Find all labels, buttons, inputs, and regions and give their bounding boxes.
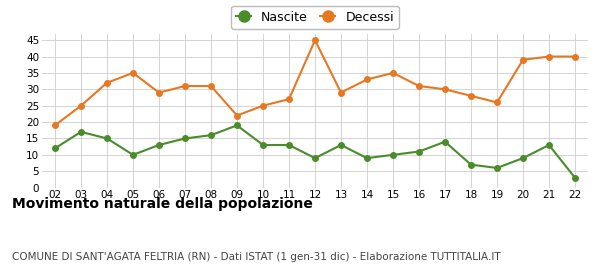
Decessi [520,58,527,62]
Nascite [415,150,422,153]
Nascite [181,137,188,140]
Decessi [103,81,110,85]
Decessi [208,84,215,88]
Nascite [130,153,137,157]
Nascite [571,176,578,179]
Nascite [493,166,500,170]
Decessi [571,55,578,58]
Text: COMUNE DI SANT'AGATA FELTRIA (RN) - Dati ISTAT (1 gen-31 dic) - Elaborazione TUT: COMUNE DI SANT'AGATA FELTRIA (RN) - Dati… [12,252,500,262]
Decessi [442,88,449,91]
Decessi [467,94,475,97]
Nascite [520,157,527,160]
Legend: Nascite, Decessi: Nascite, Decessi [231,6,399,29]
Nascite [364,157,371,160]
Nascite [286,143,293,147]
Nascite [259,143,266,147]
Decessi [545,55,553,58]
Decessi [337,91,344,94]
Nascite [208,134,215,137]
Nascite [103,137,110,140]
Decessi [389,71,397,74]
Nascite [442,140,449,143]
Decessi [130,71,137,74]
Text: Movimento naturale della popolazione: Movimento naturale della popolazione [12,197,313,211]
Nascite [233,124,241,127]
Decessi [52,124,59,127]
Nascite [311,157,319,160]
Decessi [77,104,85,107]
Nascite [545,143,553,147]
Decessi [259,104,266,107]
Decessi [233,114,241,117]
Nascite [52,147,59,150]
Nascite [155,143,163,147]
Decessi [415,84,422,88]
Nascite [77,130,85,134]
Nascite [389,153,397,157]
Decessi [364,78,371,81]
Decessi [181,84,188,88]
Nascite [467,163,475,166]
Decessi [155,91,163,94]
Decessi [311,38,319,42]
Line: Decessi: Decessi [52,37,578,128]
Decessi [493,101,500,104]
Decessi [286,97,293,101]
Nascite [337,143,344,147]
Line: Nascite: Nascite [52,123,578,181]
